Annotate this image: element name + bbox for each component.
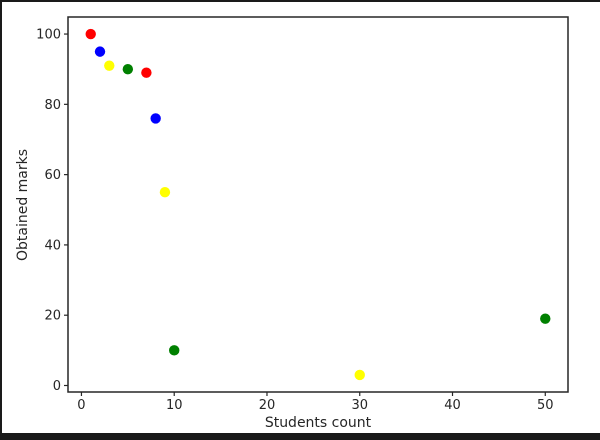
x-tick-label: 0 <box>77 398 85 413</box>
data-point-red <box>141 67 152 78</box>
data-point-green <box>122 63 134 75</box>
y-tick-label: 0 <box>53 379 61 394</box>
x-tick-label: 20 <box>259 398 276 413</box>
x-tick-label: 30 <box>351 398 368 413</box>
screenshot-frame-bottom-edge <box>0 433 600 440</box>
data-point-blue <box>150 113 161 124</box>
y-tick-label: 80 <box>44 98 61 113</box>
y-tick-label: 100 <box>36 28 61 43</box>
plot-area <box>68 17 568 392</box>
x-tick-label: 40 <box>444 398 461 413</box>
x-tick-label: 50 <box>537 398 554 413</box>
data-point-yellow <box>159 186 171 198</box>
y-tick-label: 20 <box>44 309 61 324</box>
screenshot-frame-top-edge <box>0 0 600 2</box>
data-point-green <box>540 313 551 324</box>
data-point-yellow <box>104 60 115 71</box>
y-tick-label: 60 <box>44 168 61 183</box>
axes-spines <box>67 16 569 393</box>
data-point-red <box>85 28 96 40</box>
data-points <box>85 28 551 381</box>
y-axis-label: Obtained marks <box>15 149 31 261</box>
data-point-green <box>169 345 180 356</box>
data-point-blue <box>94 46 106 57</box>
data-point-yellow <box>354 369 365 381</box>
screenshot-frame-left-edge <box>0 0 2 440</box>
x-axis-label: Students count <box>265 415 372 431</box>
x-tick-label: 10 <box>166 398 183 413</box>
y-tick-label: 40 <box>44 238 61 253</box>
